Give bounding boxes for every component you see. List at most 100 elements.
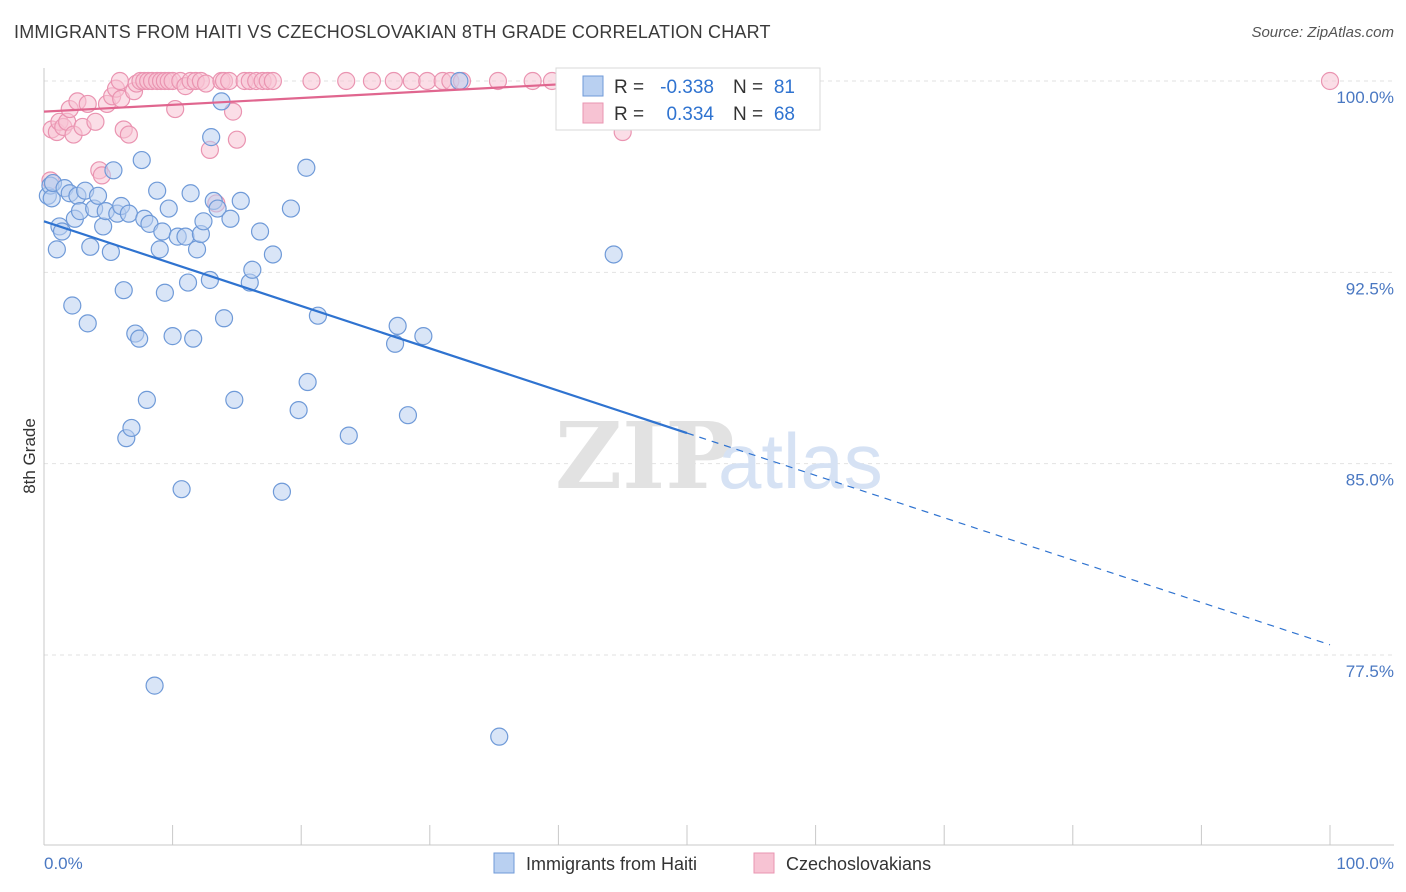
czech-point-20 — [119, 125, 138, 144]
czech-point-17 — [110, 71, 129, 91]
legend-r-value-haiti: -0.338 — [660, 77, 714, 98]
legend-r-label-haiti: R = — [614, 77, 644, 98]
haiti-point-17 — [88, 186, 108, 205]
legend-n-label-haiti: N = — [733, 77, 763, 98]
legend-n-value-czech: 68 — [774, 104, 795, 125]
haiti-point-60 — [243, 260, 262, 279]
haiti-point-44 — [178, 273, 198, 292]
bottom-legend-swatch-czech — [753, 852, 775, 874]
haiti-point-72 — [398, 406, 418, 425]
czech-point-51 — [263, 71, 283, 91]
haiti-trend-line — [43, 220, 688, 435]
legend-n-value-haiti: 81 — [774, 77, 795, 98]
haiti-point-67 — [298, 372, 317, 392]
grid-lines — [44, 80, 1394, 656]
haiti-point-34 — [145, 676, 164, 695]
bottom-legend-haiti: Immigrants from Haiti — [526, 854, 697, 874]
series-legend: Immigrants from Haiti Czechoslovakians — [493, 852, 931, 874]
haiti-point-58 — [231, 191, 250, 211]
y-tick-labels: 100.0% 92.5% 85.0% 77.5% — [1336, 88, 1394, 681]
haiti-point-18 — [94, 217, 113, 236]
legend-r-label-czech: R = — [614, 104, 644, 125]
haiti-point-75 — [490, 727, 509, 746]
y-tick-label-2: 85.0% — [1346, 471, 1394, 490]
haiti-point-65 — [289, 400, 308, 420]
czech-point-52 — [302, 71, 321, 91]
czech-point-57 — [418, 71, 437, 91]
haiti-point-70 — [385, 334, 405, 353]
czech-point-43 — [220, 71, 239, 91]
haiti-point-40 — [163, 327, 182, 346]
czech-point-38 — [196, 74, 216, 93]
haiti-point-35 — [148, 181, 167, 200]
haiti-point-50 — [200, 270, 219, 290]
czech-point-54 — [362, 71, 382, 91]
haiti-point-30 — [132, 150, 151, 170]
haiti-point-39 — [159, 199, 178, 218]
haiti-points — [38, 71, 623, 746]
czech-point-45 — [227, 130, 246, 149]
haiti-point-29 — [130, 329, 149, 348]
haiti-point-66 — [297, 158, 316, 177]
legend-r-value-czech: 0.334 — [666, 104, 714, 125]
haiti-point-32 — [137, 390, 156, 409]
haiti-point-76 — [604, 245, 623, 264]
haiti-point-61 — [250, 222, 270, 241]
x-ticks — [43, 825, 1331, 845]
haiti-trend-line-extension — [686, 432, 1331, 646]
haiti-point-37 — [153, 222, 172, 241]
chart-title: IMMIGRANTS FROM HAITI VS CZECHOSLOVAKIAN… — [14, 22, 771, 42]
trend-lines — [43, 79, 1331, 646]
watermark-atlas: atlas — [718, 417, 883, 505]
haiti-point-56 — [221, 209, 240, 228]
haiti-point-42 — [172, 480, 191, 499]
haiti-point-62 — [263, 245, 283, 264]
czech-point-11 — [86, 112, 105, 131]
haiti-point-68 — [308, 306, 328, 325]
haiti-point-45 — [181, 184, 200, 203]
x-tick-label-max: 100.0% — [1336, 854, 1394, 873]
legend-swatch-czech — [582, 102, 604, 124]
y-tick-label-1: 92.5% — [1346, 279, 1394, 298]
haiti-point-46 — [184, 329, 203, 348]
watermark: ZIP atlas — [555, 402, 883, 510]
haiti-point-55 — [214, 309, 234, 328]
haiti-point-27 — [122, 418, 141, 438]
bottom-legend-czech: Czechoslovakians — [786, 854, 931, 874]
haiti-point-24 — [114, 281, 133, 300]
czech-point-56 — [402, 71, 421, 91]
bottom-legend-swatch-haiti — [493, 852, 515, 874]
y-tick-label-3: 77.5% — [1346, 662, 1394, 681]
czech-point-53 — [337, 71, 356, 91]
legend-n-label-czech: N = — [733, 104, 763, 125]
haiti-point-36 — [150, 240, 169, 259]
haiti-point-4 — [47, 240, 66, 259]
czech-point-32 — [166, 99, 185, 119]
czech-point-55 — [384, 71, 403, 91]
haiti-point-15 — [81, 237, 100, 256]
haiti-point-73 — [414, 327, 433, 346]
y-axis-label: 8th Grade — [20, 418, 39, 494]
haiti-point-64 — [281, 199, 301, 218]
y-tick-label-0: 100.0% — [1336, 88, 1394, 107]
haiti-point-38 — [155, 283, 174, 302]
haiti-point-57 — [225, 390, 244, 409]
haiti-point-49 — [194, 212, 213, 231]
haiti-point-51 — [202, 128, 221, 147]
haiti-point-26 — [119, 204, 138, 223]
x-tick-label-min: 0.0% — [44, 854, 83, 873]
legend-swatch-haiti — [582, 75, 604, 97]
czech-trend-line — [43, 79, 623, 113]
haiti-point-69 — [339, 426, 358, 445]
source-label: Source: ZipAtlas.com — [1251, 24, 1394, 41]
haiti-point-47 — [187, 240, 207, 259]
haiti-point-74 — [450, 71, 469, 91]
haiti-point-9 — [63, 296, 82, 315]
haiti-point-53 — [208, 199, 227, 218]
czech-point-44 — [223, 102, 243, 121]
czech-point-61 — [488, 71, 508, 91]
haiti-point-6 — [52, 222, 72, 241]
czech-point-67 — [1320, 71, 1340, 91]
haiti-point-21 — [104, 161, 123, 180]
